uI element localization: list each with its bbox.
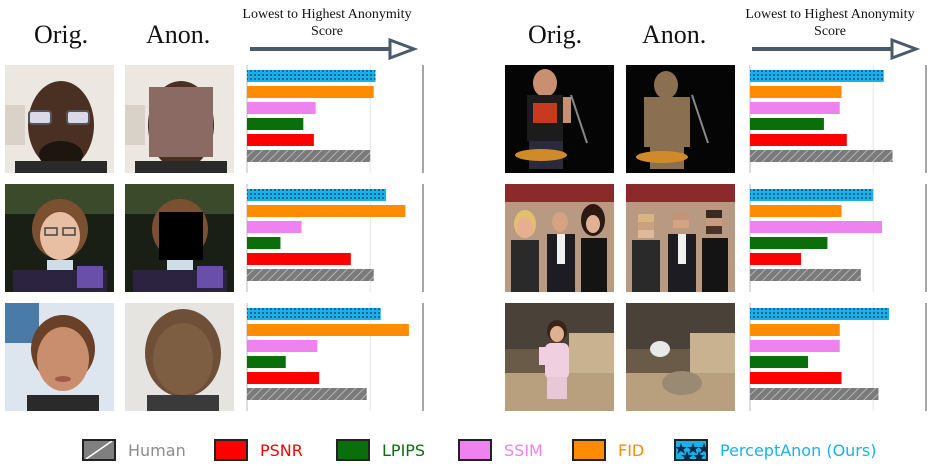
bar-fid (750, 324, 840, 336)
legend-label-lpips: LPIPS (382, 440, 426, 460)
bar-chart-svg (246, 65, 424, 173)
anonymized-image-row2-left (125, 184, 234, 292)
bar-human (247, 150, 371, 162)
original-image-row1-left (5, 65, 114, 173)
legend-item-perceptanon: PerceptAnon (Ours) (674, 435, 876, 465)
bar-fid (247, 205, 406, 217)
bar-fid (247, 324, 409, 336)
bar-human (750, 269, 861, 281)
ranking-caption-left: Lowest to Highest Anonymity Score (242, 7, 412, 39)
legend-swatch-perceptanon (674, 439, 708, 461)
bar-chart-svg (246, 184, 424, 292)
legend-swatch-human (82, 439, 116, 461)
bar-ssim (750, 221, 882, 233)
legend-label-fid: FID (618, 440, 645, 460)
bar-psnr (247, 253, 351, 265)
bar-psnr (750, 134, 847, 146)
ranking-arrow-right (752, 37, 921, 61)
bar-ssim (247, 340, 318, 352)
bar-psnr (750, 253, 802, 265)
legend-label-human: Human (128, 440, 186, 460)
orig-header-right: Orig. (528, 20, 583, 49)
bar-psnr (247, 372, 320, 384)
bar-human (750, 150, 893, 162)
bar-lpips (750, 356, 809, 368)
bar-lpips (750, 118, 824, 130)
legend-item-ssim: SSIM (458, 435, 543, 465)
bar-human (247, 269, 374, 281)
bar-ssim (247, 221, 302, 233)
bar-psnr (750, 372, 842, 384)
ranking-chart-row1-right (748, 65, 928, 173)
ranking-chart-row3-right (748, 303, 928, 411)
bar-perceptanon-ours (247, 308, 381, 320)
bar-perceptanon-ours (750, 70, 884, 82)
bar-lpips (247, 237, 281, 249)
anonymized-image-row3-left (125, 303, 234, 411)
anonymized-image-row3-right (626, 303, 735, 411)
legend-item-human: Human (82, 435, 186, 465)
legend-swatch-psnr (214, 439, 248, 461)
bar-chart-svg (749, 303, 927, 411)
original-image-row2-right (505, 184, 614, 292)
ranking-caption-right: Lowest to Highest Anonymity Score (745, 7, 915, 39)
bar-ssim (750, 340, 840, 352)
legend-swatch-ssim (458, 439, 492, 461)
ranking-chart-row2-left (245, 184, 425, 292)
ranking-arrow-left (250, 37, 419, 61)
bar-chart-svg (749, 65, 927, 173)
ranking-chart-row2-right (748, 184, 928, 292)
legend: Human PSNR LPIPS SSIM FID (0, 435, 938, 465)
bar-human (247, 388, 367, 400)
anonymized-image-row2-right (626, 184, 735, 292)
bar-fid (750, 86, 842, 98)
legend-label-ssim: SSIM (504, 440, 543, 460)
bar-chart-svg (749, 184, 927, 292)
anonymized-image-row1-left (125, 65, 234, 173)
original-image-row1-right (505, 65, 614, 173)
bar-fid (750, 205, 842, 217)
bar-ssim (247, 102, 316, 114)
ranking-chart-row1-left (245, 65, 425, 173)
bar-lpips (247, 118, 304, 130)
bar-lpips (247, 356, 286, 368)
bar-human (750, 388, 879, 400)
legend-swatch-lpips (336, 439, 370, 461)
bar-lpips (750, 237, 828, 249)
orig-header-left: Orig. (34, 20, 89, 49)
ranking-chart-row3-left (245, 303, 425, 411)
bar-psnr (247, 134, 314, 146)
legend-item-fid: FID (572, 435, 644, 465)
bar-chart-svg (246, 303, 424, 411)
anonymized-image-row1-right (626, 65, 735, 173)
legend-item-psnr: PSNR (214, 435, 303, 465)
anon-header-right: Anon. (642, 20, 707, 49)
legend-swatch-fid (572, 439, 606, 461)
original-image-row3-right (505, 303, 614, 411)
bar-perceptanon-ours (247, 189, 387, 201)
legend-label-psnr: PSNR (260, 440, 303, 460)
bar-perceptanon-ours (750, 308, 890, 320)
original-image-row2-left (5, 184, 114, 292)
bar-perceptanon-ours (247, 70, 376, 82)
bar-perceptanon-ours (750, 189, 874, 201)
legend-item-lpips: LPIPS (336, 435, 425, 465)
bar-fid (247, 86, 374, 98)
original-image-row3-left (5, 303, 114, 411)
anon-header-left: Anon. (146, 20, 211, 49)
bar-ssim (750, 102, 840, 114)
legend-label-perceptanon: PerceptAnon (Ours) (720, 440, 877, 460)
